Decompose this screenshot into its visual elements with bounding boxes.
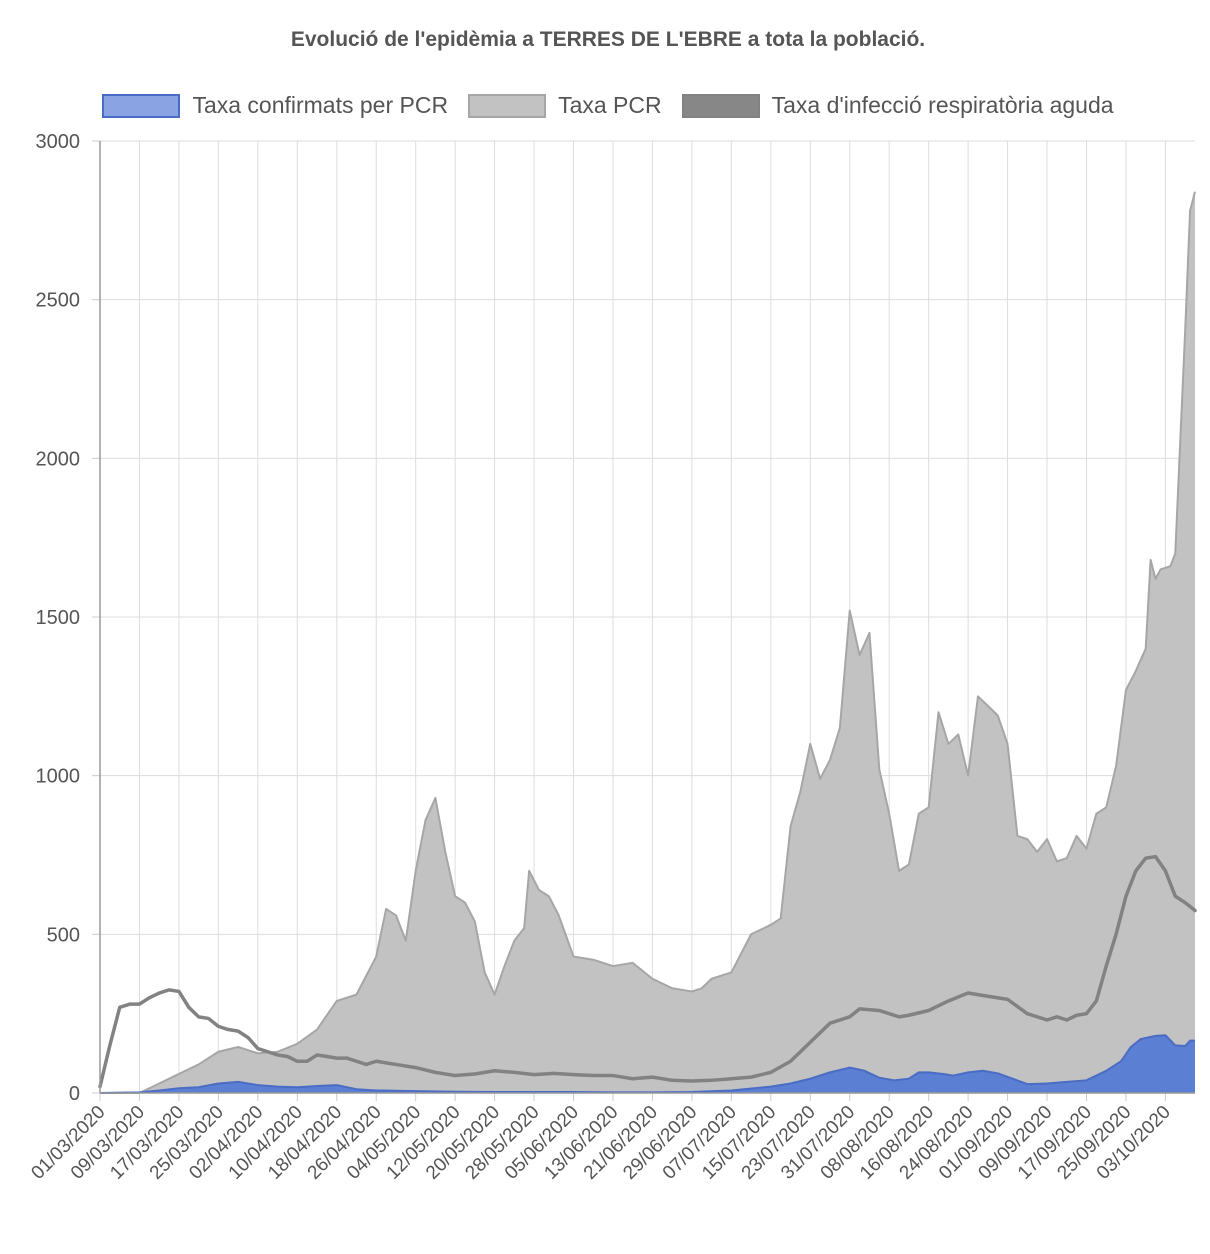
y-tick-label: 2500 (36, 290, 81, 312)
legend-item-ira[interactable]: Taxa d'infecció respiratòria aguda (681, 92, 1114, 119)
legend-label-ira: Taxa d'infecció respiratòria aguda (771, 92, 1114, 118)
series-confirmats-area (100, 1035, 1195, 1093)
series-ira-line (98, 854, 1197, 1089)
series-layer (98, 191, 1197, 1094)
series-pcr-area (100, 191, 1195, 1093)
legend-item-confirmats[interactable]: Taxa confirmats per PCR (102, 92, 448, 119)
series-pcr-line (100, 191, 1196, 1094)
y-tick-label: 1500 (36, 607, 81, 629)
y-tick-label: 1000 (36, 766, 81, 788)
chart-legend: Taxa confirmats per PCR Taxa PCR Taxa d'… (0, 92, 1210, 119)
series-confirmats-line (99, 1034, 1195, 1094)
legend-label-confirmats: Taxa confirmats per PCR (192, 92, 449, 118)
legend-swatch-ira (681, 93, 760, 118)
chart-title: Evolució de l'epidèmia a TERRES DE L'EBR… (290, 28, 926, 51)
y-tick-label: 0 (69, 1083, 80, 1105)
legend-label-pcr: Taxa PCR (558, 92, 662, 118)
legend-swatch-confirmats (102, 93, 181, 118)
legend-item-pcr[interactable]: Taxa PCR (468, 92, 662, 119)
legend-swatch-pcr (468, 93, 547, 118)
y-tick-label: 500 (47, 924, 80, 946)
y-tick-label: 2000 (36, 448, 81, 470)
y-tick-label: 3000 (36, 131, 81, 153)
